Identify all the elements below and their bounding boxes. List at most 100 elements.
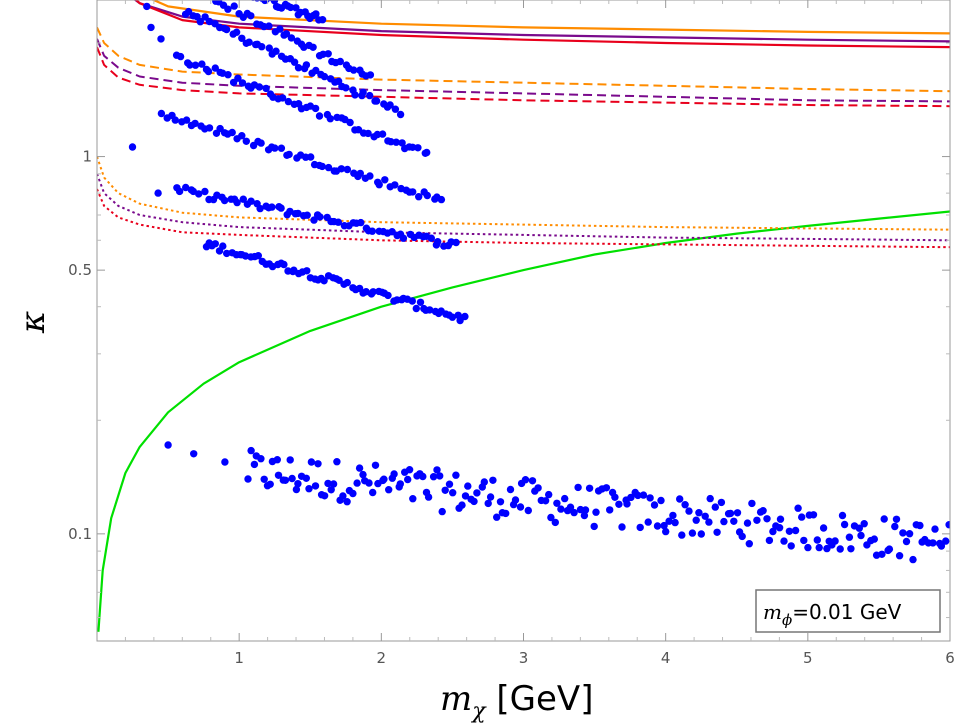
data-point (220, 196, 229, 205)
x-tick-label: 5 (803, 649, 813, 667)
data-point (945, 521, 950, 529)
data-point (424, 493, 433, 501)
data-point (676, 495, 684, 503)
data-point (318, 162, 326, 171)
data-point (623, 500, 631, 508)
data-point (380, 475, 388, 483)
data-point (339, 492, 347, 500)
data-point (230, 2, 238, 10)
data-point (286, 3, 295, 12)
data-point (480, 478, 488, 486)
curve-red-dashed (97, 46, 950, 108)
data-point (937, 542, 946, 550)
data-point (284, 97, 293, 106)
data-point (303, 211, 311, 219)
data-point (294, 480, 302, 488)
data-point (685, 507, 693, 515)
data-point (653, 522, 662, 530)
data-point (409, 495, 417, 503)
data-point (287, 34, 296, 42)
data-point (369, 288, 377, 296)
data-point (634, 491, 642, 500)
data-point (242, 137, 250, 145)
data-point (266, 480, 274, 488)
data-point (942, 537, 950, 545)
data-point (561, 494, 569, 503)
data-point (524, 506, 532, 515)
data-point (408, 297, 416, 305)
data-point (201, 187, 209, 196)
data-point (366, 172, 374, 180)
data-point (860, 520, 868, 528)
data-point (320, 72, 329, 81)
data-point (364, 129, 372, 138)
data-point (636, 523, 644, 532)
x-tick-label: 6 (945, 649, 955, 667)
y-axis-title: κ (13, 311, 53, 334)
curve-red-dotted (97, 188, 950, 249)
data-point (268, 203, 276, 211)
data-point (730, 517, 738, 525)
data-point (351, 91, 359, 99)
data-point (791, 526, 800, 535)
data-point (909, 555, 917, 564)
data-point (292, 485, 301, 494)
data-point (831, 537, 839, 545)
data-point (186, 61, 194, 69)
data-point (669, 511, 677, 520)
data-point (765, 536, 774, 545)
data-point (292, 4, 300, 12)
data-point (905, 530, 914, 538)
data-point (423, 148, 431, 157)
data-point (224, 5, 232, 13)
data-point (386, 101, 394, 109)
data-point (233, 198, 241, 207)
data-point (506, 485, 515, 494)
data-point (239, 195, 247, 203)
data-point (415, 193, 423, 201)
data-point (211, 240, 219, 248)
data-point (307, 458, 316, 466)
legend-box: mϕ=0.01 GeV (755, 589, 941, 633)
data-point (388, 228, 396, 236)
x-axis-title: mχ [GeV] (440, 679, 593, 724)
data-point (461, 492, 470, 500)
data-point (916, 521, 924, 530)
data-point (265, 44, 273, 52)
data-point (547, 513, 555, 522)
data-point (606, 506, 614, 514)
data-point (355, 464, 364, 472)
data-point (855, 524, 863, 532)
data-point (378, 130, 387, 138)
data-point (857, 531, 865, 540)
x-tick-label: 4 (661, 649, 671, 667)
data-point (692, 516, 700, 524)
data-point (748, 499, 756, 508)
data-point (639, 491, 648, 499)
data-point (574, 483, 582, 492)
data-point (743, 519, 752, 527)
data-point (711, 503, 719, 511)
data-point (590, 522, 598, 531)
data-point (312, 66, 320, 75)
data-point (175, 187, 184, 196)
data-point (434, 238, 442, 246)
data-point (878, 550, 886, 558)
data-point (324, 163, 333, 172)
data-point (885, 545, 894, 553)
data-point (615, 500, 623, 508)
data-point (211, 64, 219, 72)
data-point (580, 511, 589, 520)
y-tick-label: 0.1 (68, 525, 92, 543)
data-point (260, 475, 268, 483)
data-point (381, 176, 389, 184)
curve-orange-dotted (97, 156, 950, 231)
data-point (738, 532, 746, 541)
data-point (346, 118, 354, 127)
data-point (427, 234, 435, 242)
data-point (273, 456, 281, 464)
data-point (461, 312, 469, 321)
data-point (493, 513, 501, 521)
data-point (343, 278, 351, 287)
data-point (302, 474, 310, 482)
